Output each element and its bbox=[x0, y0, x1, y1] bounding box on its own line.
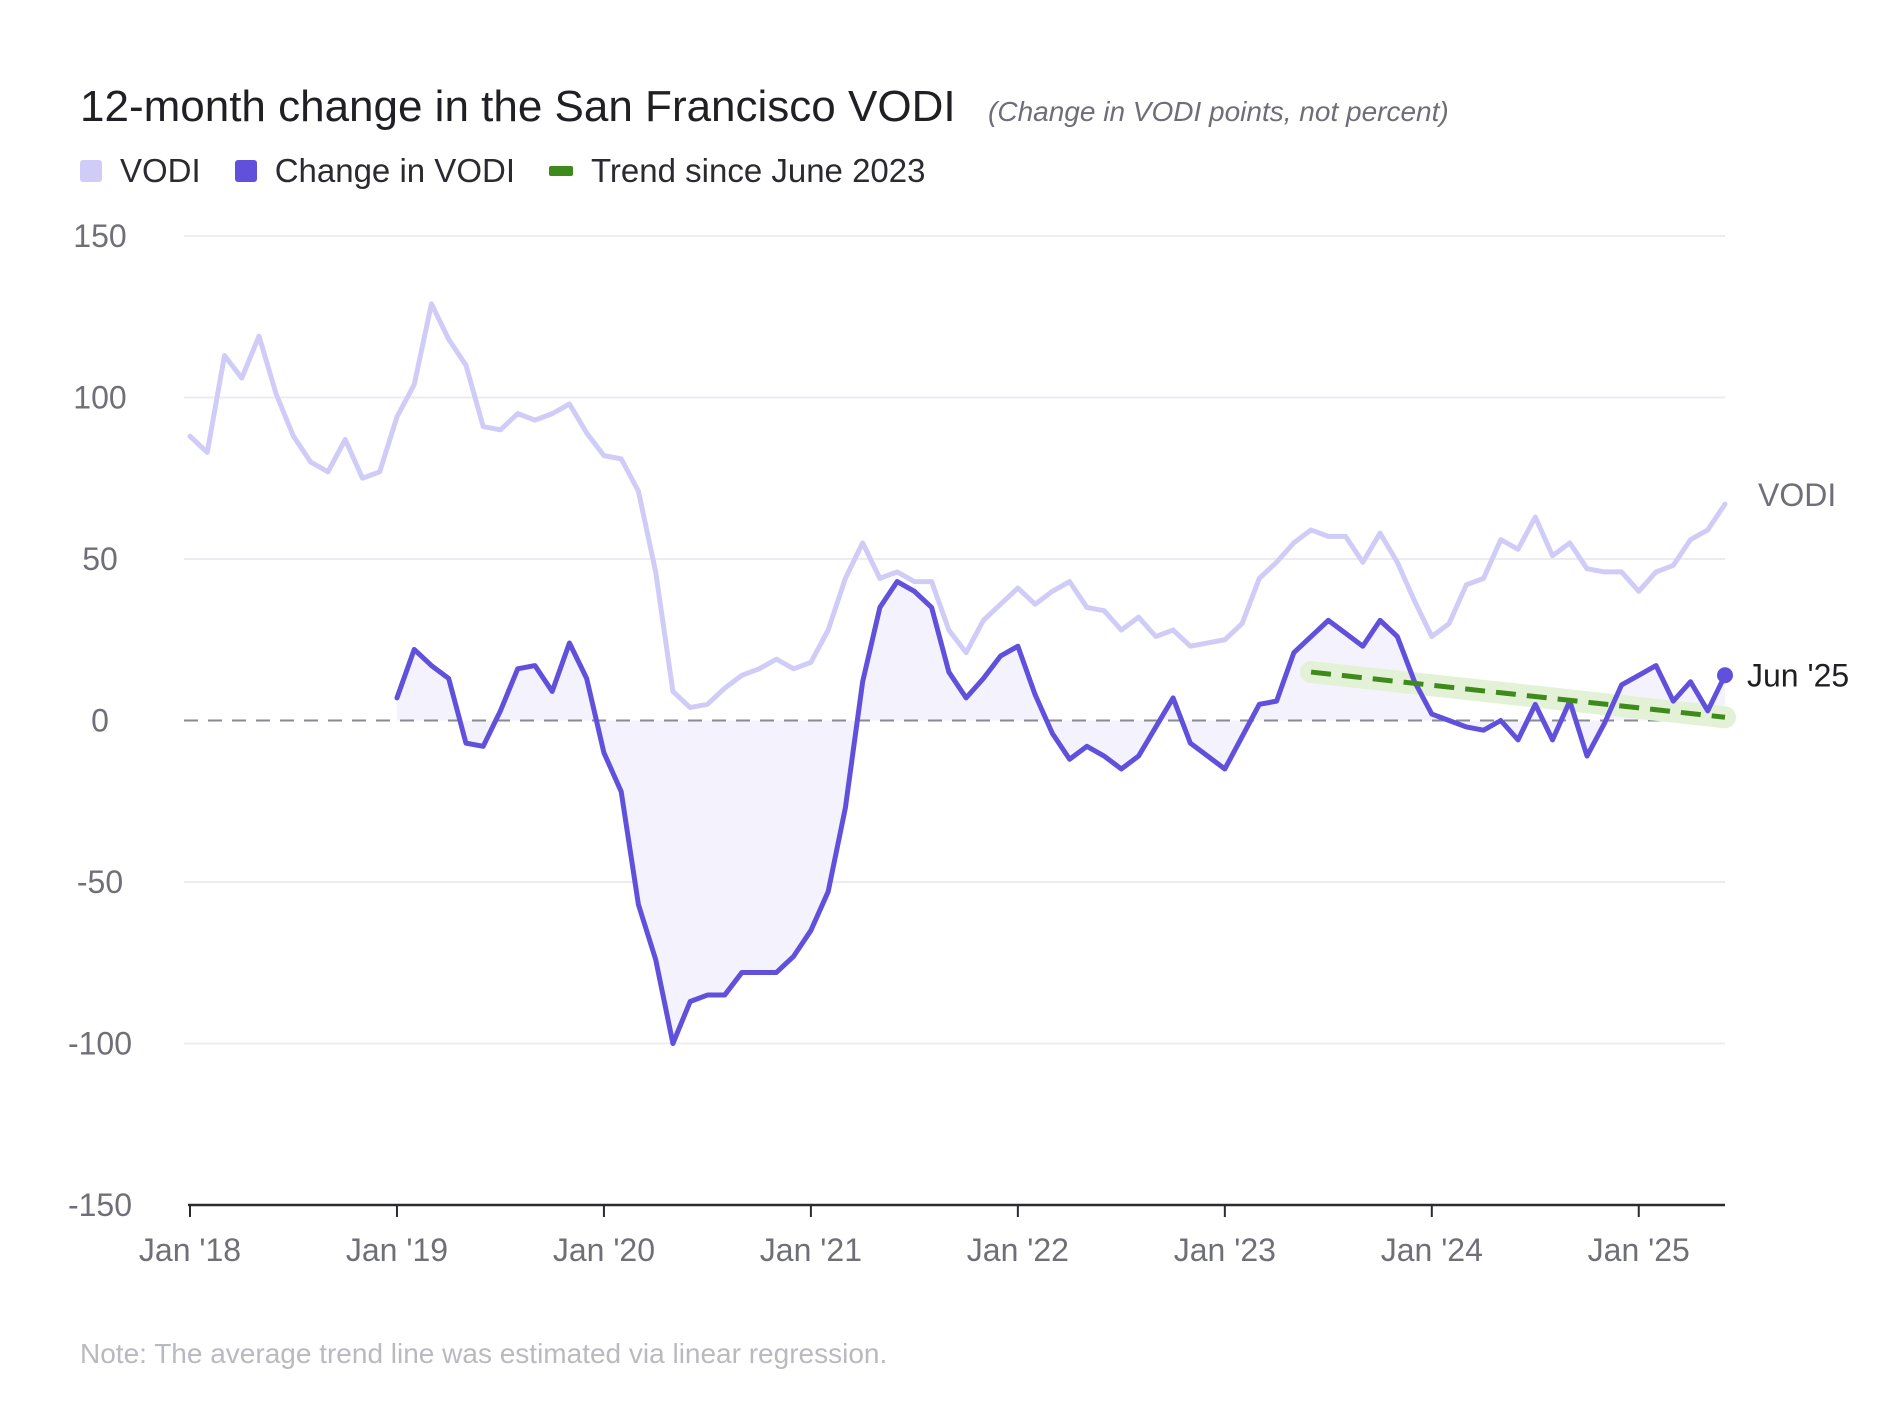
legend-label-vodi: VODI bbox=[120, 152, 201, 189]
change-end-point bbox=[1717, 667, 1733, 684]
legend-label-change: Change in VODI bbox=[274, 152, 515, 189]
legend-swatch-change bbox=[234, 160, 257, 182]
legend: VODI Change in VODI Trend since June 202… bbox=[80, 152, 960, 190]
x-tick-label: Jan '19 bbox=[346, 1232, 448, 1268]
change-line bbox=[394, 579, 1728, 1046]
x-tick-label: Jan '21 bbox=[760, 1232, 862, 1268]
legend-item-vodi[interactable]: VODI bbox=[80, 152, 201, 190]
end-labels: VODI Jun '25 bbox=[1747, 477, 1849, 693]
change-end-label: Jun '25 bbox=[1747, 657, 1849, 693]
change-area bbox=[396, 581, 1725, 1044]
vodi-end-label: VODI bbox=[1758, 477, 1836, 513]
chart-title: 12-month change in the San Francisco VOD… bbox=[80, 82, 956, 131]
legend-swatch-vodi bbox=[80, 160, 102, 182]
x-tick-label: Jan '24 bbox=[1381, 1232, 1483, 1268]
legend-item-trend[interactable]: Trend since June 2023 bbox=[549, 152, 926, 190]
x-tick-label: Jan '18 bbox=[139, 1232, 241, 1268]
chart-title-row: 12-month change in the San Francisco VOD… bbox=[80, 82, 1449, 132]
trend-line bbox=[1310, 669, 1726, 720]
y-tick-label: 100 bbox=[73, 380, 126, 416]
vodi-line bbox=[187, 301, 1728, 711]
y-tick-label: 150 bbox=[73, 218, 126, 254]
y-tick-label: 0 bbox=[91, 703, 109, 739]
series-lines bbox=[187, 301, 1736, 1046]
y-axis-ticks: 150 100 50 0 -50 -100 -150 bbox=[68, 218, 132, 1223]
x-tick-label: Jan '20 bbox=[553, 1232, 655, 1268]
gridlines bbox=[184, 235, 1725, 1045]
y-tick-label: -150 bbox=[68, 1187, 132, 1223]
x-tick-label: Jan '23 bbox=[1174, 1232, 1276, 1268]
y-tick-label: -50 bbox=[77, 864, 123, 900]
y-tick-label: 50 bbox=[82, 541, 118, 577]
x-tick-label: Jan '25 bbox=[1588, 1232, 1690, 1268]
y-tick-label: -100 bbox=[68, 1026, 132, 1062]
legend-swatch-trend bbox=[549, 166, 573, 176]
x-axis: Jan '18 Jan '19 Jan '20 Jan '21 Jan '22 Jan '… bbox=[139, 1203, 1725, 1268]
chart-note: Note: The average trend line was estimat… bbox=[80, 1338, 888, 1369]
chart-subtitle: (Change in VODI points, not percent) bbox=[988, 96, 1449, 127]
change-area-fill bbox=[396, 581, 1725, 1044]
legend-label-trend: Trend since June 2023 bbox=[591, 152, 926, 189]
x-tick-label: Jan '22 bbox=[967, 1232, 1069, 1268]
legend-item-change[interactable]: Change in VODI bbox=[234, 152, 515, 190]
